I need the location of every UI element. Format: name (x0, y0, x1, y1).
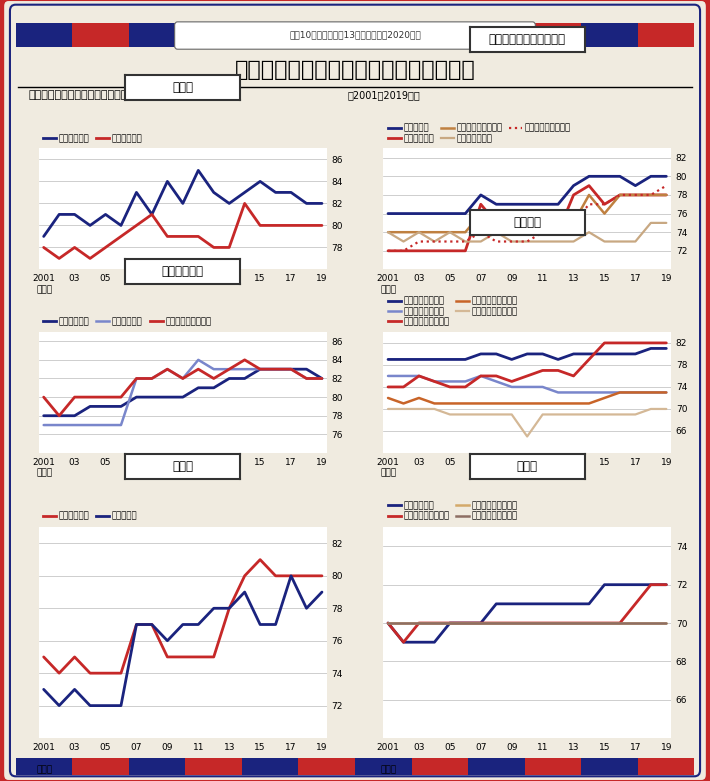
Bar (298, 758, 355, 775)
Text: （年）: （年） (381, 285, 397, 294)
Bar (72, 758, 129, 775)
Legend: 慶應（総合政策）, 慶應（環境情報）, 早稲田（国際教養）, 早稲田（人間科学）, 早稲田（スポーツ）: 慶應（総合政策）, 慶應（環境情報）, 早稲田（国際教養）, 早稲田（人間科学）… (388, 297, 518, 326)
Bar (298, 23, 355, 47)
Bar (16, 23, 72, 47)
Bar (525, 758, 581, 775)
Text: 政治・経済系: 政治・経済系 (162, 265, 204, 277)
Legend: 慶應（理工）, 早稲田（先進理工）, 早稲田（基礎理工）, 早稲田（創造理工）: 慶應（理工）, 早稲田（先進理工）, 早稲田（基礎理工）, 早稲田（創造理工） (388, 501, 518, 521)
Text: 理工系: 理工系 (517, 460, 537, 473)
Text: （年）: （年） (381, 765, 397, 775)
Text: 商学系: 商学系 (173, 460, 193, 473)
Bar (638, 758, 694, 775)
Bar (355, 758, 412, 775)
FancyBboxPatch shape (175, 22, 535, 49)
Bar (242, 23, 298, 47)
Bar (525, 23, 581, 47)
Bar (185, 23, 242, 47)
Legend: 慶應（文）, 早稲田（文）, 早稲田（文化構想）, 早稲田（教育）, 早稲田（社会科学）: 慶應（文）, 早稲田（文）, 早稲田（文化構想）, 早稲田（教育）, 早稲田（社… (388, 123, 571, 143)
Bar (242, 758, 298, 775)
Text: 慶應義塩大学・早稲田大学の入学偏差値の推移: 慶應義塩大学・早稲田大学の入学偏差値の推移 (28, 91, 168, 100)
Text: 慶應10学部・早稲儓13学部の新序列2020年版: 慶應10学部・早稲儓13学部の新序列2020年版 (289, 30, 421, 39)
Bar (581, 758, 638, 775)
Bar (468, 758, 525, 775)
Text: （年）: （年） (36, 765, 53, 775)
Text: （2001～2019年）: （2001～2019年） (348, 91, 420, 100)
Text: 早慶ともに非看板学部の偏差値が上昇中: 早慶ともに非看板学部の偏差値が上昇中 (234, 60, 476, 80)
Bar (129, 758, 185, 775)
Legend: 慶應（法法）, 早稲田（法）: 慶應（法法）, 早稲田（法） (43, 134, 143, 143)
Text: （年）: （年） (381, 469, 397, 478)
Bar (412, 758, 468, 775)
Bar (185, 758, 242, 775)
Bar (129, 23, 185, 47)
Legend: 早稲田（商）, 慶應（商）: 早稲田（商）, 慶應（商） (43, 512, 138, 521)
Bar (72, 23, 129, 47)
Text: 法律系: 法律系 (173, 81, 193, 94)
Text: （年）: （年） (36, 285, 53, 294)
Bar (581, 23, 638, 47)
Text: （年）: （年） (36, 469, 53, 478)
Bar (355, 23, 412, 47)
Bar (16, 758, 72, 775)
Legend: 慶應（法政）, 慶應（経済）, 早稲田（政治経済）: 慶應（法政）, 慶應（経済）, 早稲田（政治経済） (43, 317, 212, 326)
Bar (412, 23, 468, 47)
Bar (638, 23, 694, 47)
Bar (468, 23, 525, 47)
Text: 学際系等: 学際系等 (513, 216, 541, 229)
Text: 文学・社会学・教育学系: 文学・社会学・教育学系 (488, 33, 566, 45)
